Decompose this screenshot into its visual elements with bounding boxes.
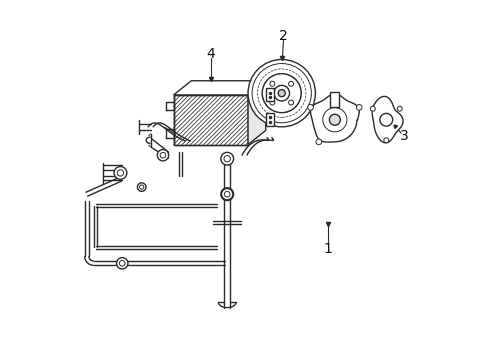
Circle shape — [157, 149, 168, 161]
Polygon shape — [371, 96, 402, 143]
Text: 1: 1 — [323, 242, 331, 256]
FancyBboxPatch shape — [330, 93, 339, 107]
Circle shape — [221, 189, 232, 200]
Circle shape — [221, 188, 233, 201]
Circle shape — [315, 139, 321, 145]
Bar — [173, 95, 247, 145]
Circle shape — [247, 59, 315, 127]
Circle shape — [288, 81, 293, 86]
Polygon shape — [310, 94, 359, 142]
Circle shape — [262, 74, 301, 113]
Circle shape — [383, 138, 388, 143]
Polygon shape — [173, 81, 265, 95]
Circle shape — [137, 183, 145, 192]
Circle shape — [307, 104, 313, 110]
Text: 2: 2 — [279, 30, 287, 44]
Text: 4: 4 — [206, 47, 215, 61]
Circle shape — [379, 113, 392, 126]
Text: 3: 3 — [399, 129, 407, 143]
Circle shape — [116, 258, 128, 269]
Bar — [173, 95, 247, 145]
Circle shape — [114, 167, 126, 179]
Circle shape — [269, 81, 274, 86]
Circle shape — [369, 106, 374, 111]
Circle shape — [288, 100, 293, 105]
Bar — [265, 113, 273, 126]
Circle shape — [396, 106, 402, 111]
Circle shape — [221, 152, 233, 165]
Circle shape — [269, 100, 274, 105]
Circle shape — [331, 96, 338, 103]
Polygon shape — [247, 81, 265, 145]
Circle shape — [329, 114, 340, 125]
Circle shape — [278, 90, 285, 97]
Bar — [265, 88, 273, 101]
Circle shape — [356, 104, 361, 110]
